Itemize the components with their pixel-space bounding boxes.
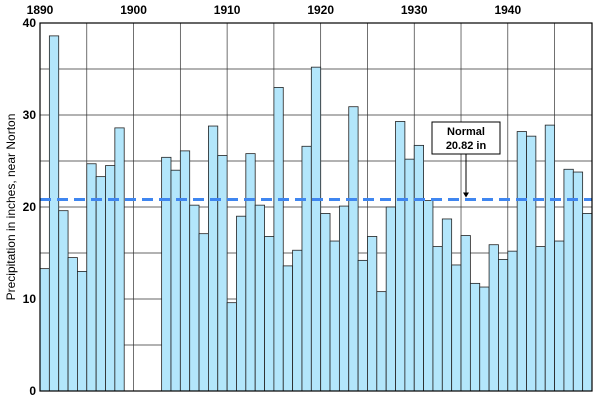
- bar-1928: [395, 121, 406, 392]
- bar-1946: [563, 168, 574, 392]
- bar-1898: [114, 127, 125, 392]
- bar-1912: [245, 153, 256, 392]
- bar-1940: [507, 250, 518, 392]
- bar-1921: [329, 240, 340, 392]
- normal-label-title: Normal: [447, 126, 485, 138]
- bar-1932: [432, 246, 443, 392]
- bar-1925: [367, 236, 378, 392]
- bar-1924: [357, 259, 368, 392]
- y-tick-label: 20: [23, 200, 37, 214]
- bar-1930: [413, 144, 424, 392]
- bars: [39, 35, 593, 392]
- bar-1929: [404, 158, 415, 392]
- bar-1917: [292, 249, 303, 392]
- bar-1915: [273, 87, 284, 392]
- bar-1913: [254, 204, 265, 392]
- bar-1892: [58, 210, 69, 392]
- bar-1893: [67, 257, 78, 392]
- y-tick-labels: 0 10 20 30 40: [23, 16, 37, 398]
- bar-1942: [526, 135, 537, 392]
- bar-1919: [310, 66, 322, 392]
- normal-annotation: Normal 20.82 in: [431, 121, 501, 198]
- bar-1935: [460, 235, 471, 392]
- normal-label-arrowhead: [463, 192, 469, 198]
- x-tick-label: 1920: [307, 3, 334, 17]
- bar-1945: [554, 240, 565, 392]
- x-tick-label: 1910: [214, 3, 241, 17]
- bar-1909: [217, 155, 228, 392]
- bar-1903: [161, 156, 172, 392]
- bar-1933: [441, 218, 453, 392]
- bar-1904: [170, 169, 181, 392]
- x-tick-label: 1930: [401, 3, 428, 17]
- bar-1895: [86, 163, 97, 392]
- y-axis-title: Precipitation in inches, near Norton: [4, 114, 18, 301]
- bar-1947: [572, 171, 584, 392]
- bar-1934: [451, 264, 462, 392]
- bar-1948: [582, 213, 593, 392]
- bar-1894: [77, 270, 88, 392]
- bar-1944: [544, 124, 555, 392]
- bar-1923: [348, 106, 359, 392]
- x-tick-label: 1900: [120, 3, 147, 17]
- bar-1936: [469, 282, 481, 392]
- bar-1918: [301, 145, 312, 392]
- x-tick-label: 1940: [494, 3, 521, 17]
- bar-1941: [516, 131, 527, 392]
- normal-label-value: 20.82 in: [446, 140, 487, 152]
- y-tick-label: 10: [23, 292, 37, 306]
- bar-1910: [226, 302, 237, 392]
- bar-1943: [535, 246, 546, 392]
- bar-1907: [198, 233, 209, 392]
- bar-1908: [208, 125, 219, 392]
- x-tick-labels: 1890 1900 1910 1920 1930 1940: [27, 3, 522, 17]
- bar-1906: [189, 204, 200, 392]
- bar-1914: [264, 236, 275, 392]
- y-tick-label: 40: [23, 16, 37, 30]
- bar-1937: [479, 286, 490, 392]
- y-tick-label: 30: [23, 108, 37, 122]
- bar-1939: [498, 259, 509, 392]
- bar-1891: [48, 35, 60, 392]
- plot-frame: [39, 22, 593, 392]
- bar-1938: [488, 244, 499, 392]
- bar-1920: [320, 213, 331, 392]
- bar-1927: [385, 206, 396, 392]
- bar-1926: [376, 291, 387, 392]
- x-tick-label: 1890: [27, 3, 54, 17]
- bar-1931: [423, 200, 434, 392]
- bar-1916: [282, 265, 294, 392]
- bar-1905: [179, 150, 191, 392]
- y-tick-label: 0: [29, 384, 36, 398]
- bar-1922: [338, 205, 350, 392]
- bar-1896: [95, 176, 106, 392]
- bar-1911: [236, 215, 247, 392]
- bar-1890: [39, 268, 50, 392]
